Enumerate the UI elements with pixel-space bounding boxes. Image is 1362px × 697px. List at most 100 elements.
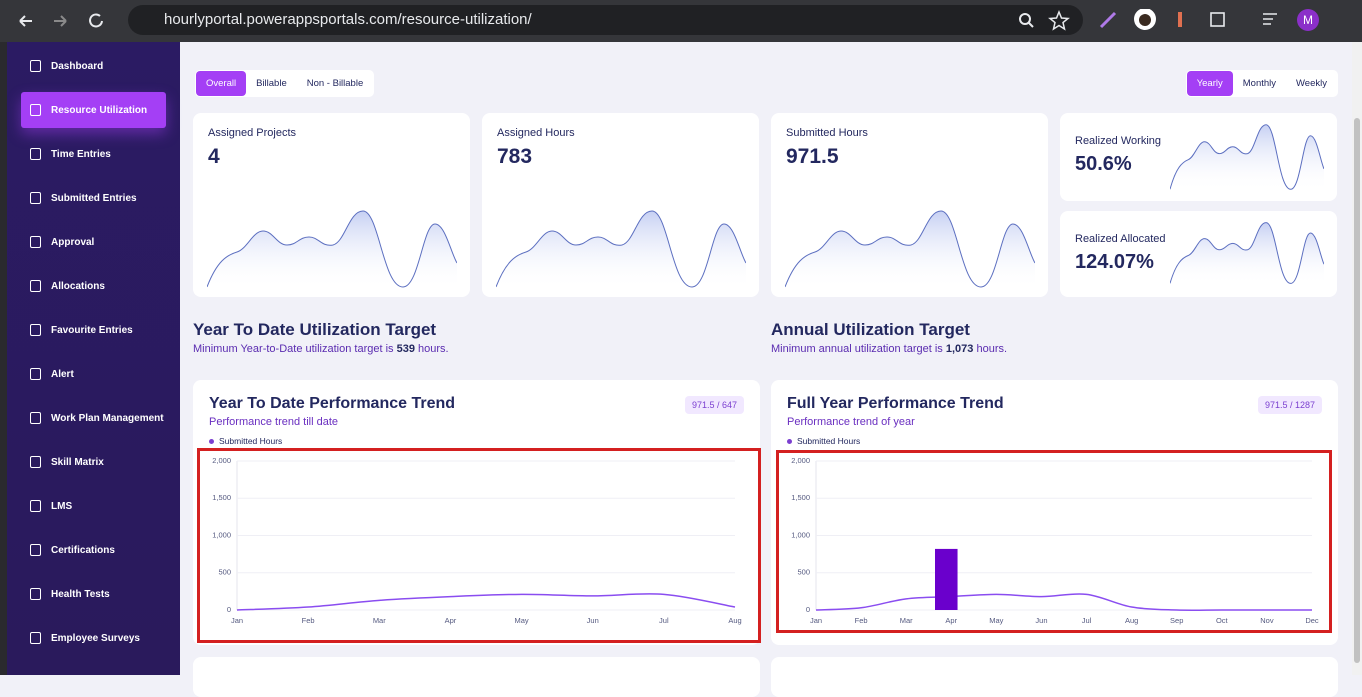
nav-icon bbox=[30, 412, 41, 424]
nav-icon bbox=[30, 60, 41, 72]
nav-item[interactable]: Allocations bbox=[21, 268, 166, 304]
x-tick-label: Apr bbox=[445, 616, 457, 625]
scope-tabs: Overall Billable Non - Billable bbox=[195, 70, 375, 97]
sparkline bbox=[785, 210, 1035, 289]
sparkline-shape bbox=[1170, 222, 1324, 285]
x-tick-label: Dec bbox=[1305, 616, 1319, 625]
stat-label: Realized Working bbox=[1075, 135, 1162, 147]
nav-item[interactable]: Resource Utilization bbox=[21, 92, 166, 128]
stat-label: Realized Allocated bbox=[1075, 233, 1166, 245]
stat-value: 4 bbox=[208, 145, 220, 168]
nav-item[interactable]: Work Plan Management bbox=[21, 400, 166, 436]
x-tick-label: Jun bbox=[1035, 616, 1047, 625]
profile-avatar[interactable]: M bbox=[1297, 9, 1319, 31]
tab[interactable]: Non - Billable bbox=[306, 78, 364, 89]
nav-label: Dashboard bbox=[51, 60, 104, 72]
nav-icon bbox=[30, 192, 41, 204]
sidebar: Dashboard Resource Utilization Time Entrie… bbox=[7, 42, 180, 675]
nav-item[interactable]: Time Entries bbox=[21, 136, 166, 172]
tab[interactable]: Yearly bbox=[1186, 71, 1233, 96]
x-tick-label: Sep bbox=[1170, 616, 1183, 625]
highlight-box bbox=[776, 450, 1332, 633]
legend-label: Submitted Hours bbox=[219, 436, 283, 446]
stat-value: 50.6% bbox=[1075, 153, 1132, 175]
chart-title: Full Year Performance Trend bbox=[787, 395, 1004, 412]
chart-card: Full Year Performance Trend Performance … bbox=[771, 380, 1338, 645]
legend: Submitted Hours bbox=[209, 436, 282, 446]
x-tick-label: Apr bbox=[945, 616, 957, 625]
x-tick-label: Jun bbox=[587, 616, 599, 625]
chart-subtitle: Performance trend till date bbox=[209, 416, 339, 428]
nav-icon bbox=[30, 632, 41, 644]
nav-buttons[interactable] bbox=[14, 9, 114, 33]
nav-item[interactable]: Submitted Entries bbox=[21, 180, 166, 216]
nav-item[interactable]: Approval bbox=[21, 224, 166, 260]
nav-icon bbox=[30, 280, 41, 292]
y-tick-label: 500 bbox=[797, 568, 810, 577]
sparkline-shape bbox=[785, 210, 1035, 289]
stat-card: Submitted Hours 971.5 bbox=[771, 113, 1048, 297]
nav-item[interactable]: Health Tests bbox=[21, 576, 166, 612]
nav-label: Time Entries bbox=[51, 148, 111, 160]
nav-item[interactable]: Employee Surveys bbox=[21, 620, 166, 656]
y-tick-label: 2,000 bbox=[791, 456, 810, 465]
toolbar-icons[interactable] bbox=[1015, 9, 1285, 33]
legend-dot bbox=[787, 438, 792, 444]
nav-icon bbox=[30, 368, 41, 380]
y-tick-label: 1,000 bbox=[791, 530, 810, 539]
text: Minimum Year-to-Date utilization target … bbox=[193, 343, 394, 355]
stat-card: Realized Working 50.6% bbox=[1060, 113, 1337, 201]
x-tick-label: Feb bbox=[855, 616, 868, 625]
window-edge bbox=[0, 42, 7, 675]
stat-card: Realized Allocated 124.07% bbox=[1060, 211, 1337, 297]
sparkline-shape bbox=[496, 210, 746, 289]
x-tick-label: May bbox=[514, 616, 528, 625]
nav-label: Submitted Entries bbox=[51, 192, 137, 204]
badge: 971.5 / 647 bbox=[684, 396, 744, 414]
x-tick-label: Jan bbox=[810, 616, 822, 625]
nav-icon bbox=[30, 104, 41, 116]
line bbox=[815, 593, 1312, 611]
nav-item[interactable]: Certifications bbox=[21, 532, 166, 568]
y-tick-label: 2,000 bbox=[212, 456, 231, 465]
address-bar[interactable] bbox=[128, 5, 1083, 35]
target-text: Minimum annual utilization target is 1,0… bbox=[771, 343, 1007, 355]
target-title: Year To Date Utilization Target bbox=[193, 320, 437, 339]
sparkline-shape bbox=[207, 210, 457, 289]
nav-icon bbox=[30, 456, 41, 468]
nav-label: Alert bbox=[51, 368, 74, 380]
sparkline-shape bbox=[1170, 124, 1324, 191]
nav-item[interactable]: Favourite Entries bbox=[21, 312, 166, 348]
chart-subtitle: Performance trend of year bbox=[787, 416, 915, 428]
period-tabs: Yearly Monthly Weekly bbox=[1185, 70, 1338, 97]
tab[interactable]: Billable bbox=[256, 78, 287, 89]
nav-item[interactable]: Dashboard bbox=[21, 48, 166, 84]
nav-icon bbox=[30, 544, 41, 556]
nav-item[interactable]: Alert bbox=[21, 356, 166, 392]
tab[interactable]: Overall bbox=[196, 71, 247, 96]
scrollbar-thumb[interactable] bbox=[1354, 118, 1360, 663]
tab[interactable]: Weekly bbox=[1296, 78, 1327, 89]
x-tick-label: Feb bbox=[302, 616, 315, 625]
y-tick-label: 0 bbox=[227, 605, 231, 614]
nav-label: Certifications bbox=[51, 544, 115, 556]
tab[interactable]: Monthly bbox=[1242, 78, 1277, 89]
nav-item[interactable]: Skill Matrix bbox=[21, 444, 166, 480]
x-tick-label: Nov bbox=[1260, 616, 1274, 625]
x-tick-label: Oct bbox=[1216, 616, 1229, 625]
browser-toolbar: hourlyportal.powerappsportals.com/resour… bbox=[0, 0, 1362, 42]
url[interactable]: hourlyportal.powerappsportals.com/resour… bbox=[164, 11, 532, 28]
stat-value: 124.07% bbox=[1075, 251, 1154, 273]
nav-label: Resource Utilization bbox=[51, 104, 148, 116]
y-tick-label: 1,500 bbox=[791, 493, 810, 502]
chart-plot: 0 500 1,000 1,500 2,000 Jan Feb Mar Apr May Jun Jul… bbox=[212, 456, 741, 625]
x-tick-label: May bbox=[989, 616, 1003, 625]
nav-icon bbox=[30, 236, 41, 248]
sparkline bbox=[1170, 222, 1324, 285]
nav-label: Approval bbox=[51, 236, 95, 248]
nav-icon bbox=[30, 588, 41, 600]
nav-icon bbox=[30, 500, 41, 512]
legend-label: Submitted Hours bbox=[797, 436, 861, 446]
nav-item[interactable]: LMS bbox=[21, 488, 166, 524]
